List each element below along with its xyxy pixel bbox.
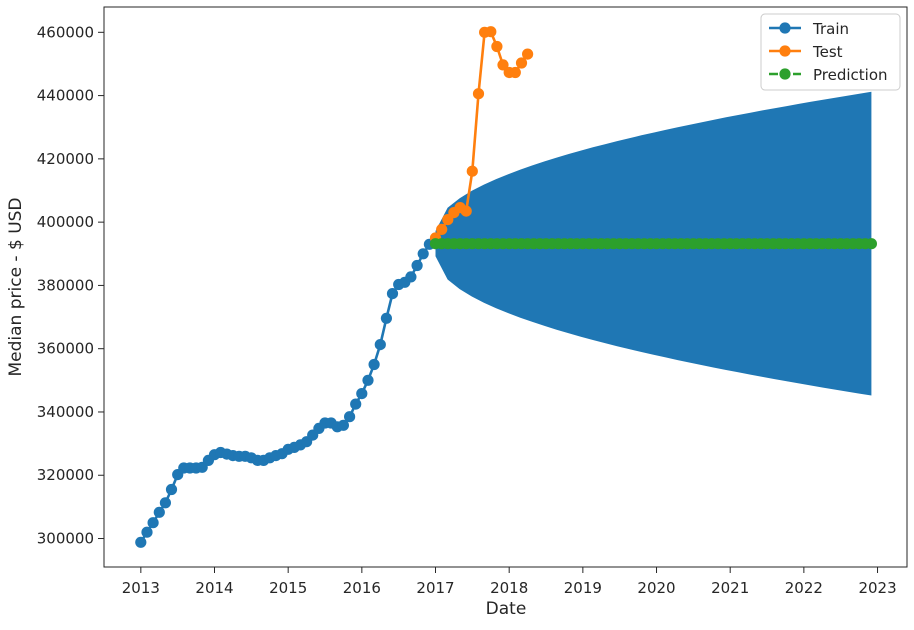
x-tick-label: 2018 [490,579,528,597]
legend-box [760,13,901,91]
train-point [135,536,147,548]
x-axis-label: Date [486,599,527,619]
test-point [472,88,485,100]
train-point [141,526,153,538]
test-point [491,40,503,53]
test-point [466,165,478,177]
x-tick-label: 2016 [343,579,381,597]
train-point [159,497,171,509]
test-point [485,26,497,38]
legend-train-label: Train [812,20,849,38]
train-point [153,506,165,518]
train-point [380,312,392,324]
y-tick-label: 320000 [37,466,94,484]
test-point [436,223,448,235]
legend-test-label: Test [812,43,843,61]
axes-frame [103,6,908,568]
train-point [417,248,429,260]
x-tick-label: 2023 [858,579,896,597]
test-point [497,59,509,71]
legend-prediction-label: Prediction [813,66,888,84]
y-tick-label: 420000 [37,150,94,168]
prediction-series [429,238,878,250]
y-axis-label: Median price - $ USD [6,197,26,376]
test-point [515,57,528,69]
plot-area [135,26,878,548]
y-tick-label: 460000 [37,23,94,41]
y-tick-label: 400000 [37,213,94,231]
test-point [460,205,472,217]
x-tick-label: 2021 [711,579,749,597]
train-line [139,243,431,543]
train-point [362,374,374,386]
legend-test-swatch-marker [779,45,791,57]
prediction-point [865,238,878,250]
train-series [135,238,435,548]
train-point [356,388,368,400]
x-tick-label: 2014 [195,579,233,597]
x-tick-label: 2022 [785,579,823,597]
train-point [350,398,362,410]
train-point [386,288,399,300]
train-point [165,483,178,496]
legend-train-swatch-marker [779,22,791,34]
train-point [405,271,417,283]
legend: Train Test Prediction [760,13,901,91]
y-tick-label: 300000 [37,530,94,548]
y-tick-label: 360000 [37,340,94,358]
train-point [344,411,356,423]
x-tick-label: 2020 [637,579,675,597]
train-point [411,259,423,272]
train-point [337,419,349,431]
x-tick-label: 2015 [269,579,307,597]
train-point [368,358,380,371]
y-tick-label: 380000 [37,276,94,294]
x-tick-label: 2013 [122,579,160,597]
test-point [522,48,534,60]
test-series [429,26,534,244]
x-axis: 2013 2014 2015 2016 2017 2018 2019 2020 2021 2022… [122,567,897,597]
train-point [147,517,159,529]
y-tick-label: 340000 [37,403,94,421]
y-tick-label: 440000 [37,87,94,105]
y-axis: 300000 320000 340000 360000 380000 400000 4200… [37,23,104,548]
train-point [374,339,386,351]
test-point [509,66,521,79]
legend-prediction-swatch-marker [779,68,791,80]
x-tick-label: 2019 [564,579,602,597]
x-tick-label: 2017 [416,579,454,597]
